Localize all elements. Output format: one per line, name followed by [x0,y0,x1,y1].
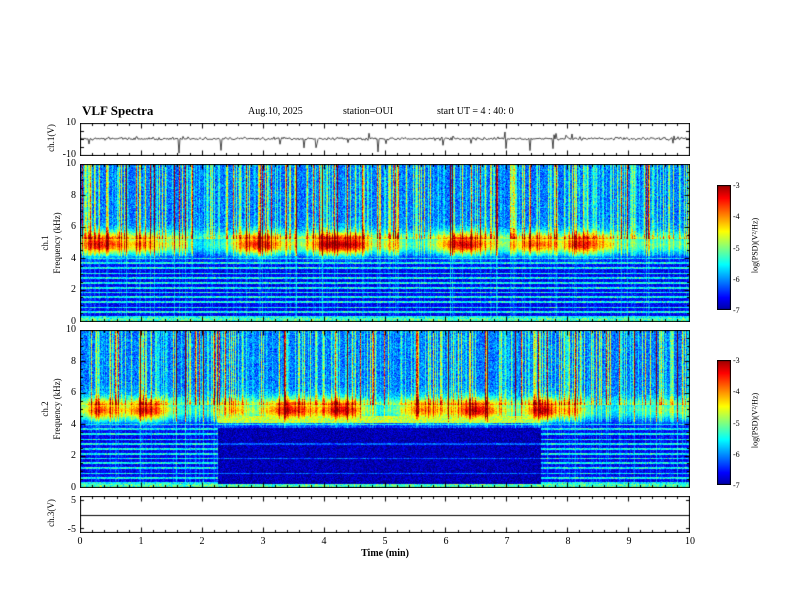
freq-tick-label: 2 [71,284,76,296]
ch3-waveform-canvas [80,496,690,533]
freq-tick-label: 4 [71,418,76,430]
freq-tick-label: 6 [71,221,76,233]
colorbar-tick-label: -4 [733,387,740,397]
x-tick-label: 3 [260,536,266,547]
x-tick-label: 10 [685,536,695,547]
x-tick-label: 6 [443,536,449,547]
voltage-tick-label: 5 [71,495,76,506]
ch1-spectrogram-canvas [80,164,690,322]
freq-tick-label: 0 [71,316,76,327]
x-tick-label: 8 [565,536,571,547]
colorbar-tick-label: -5 [733,418,740,428]
voltage-tick-label: -5 [67,524,76,535]
colorbar-tick-label: -6 [733,274,740,284]
freq-tick-label: 8 [71,189,76,201]
x-tick-label: 9 [626,536,632,547]
header-date: Aug.10, 2025 [248,106,303,117]
voltage-tick-label: 10 [66,117,76,128]
colorbar-2-canvas [717,360,731,485]
colorbar-1-canvas [717,185,731,310]
freq-tick-label: 4 [71,252,76,264]
x-tick-label: 1 [138,536,144,547]
ch2-spectrogram-canvas [80,330,690,488]
header-station: station=OUI [343,106,394,117]
freq-tick-label: 6 [71,387,76,399]
x-tick-label: 0 [77,536,83,547]
header-start-ut: start UT = 4 : 40: 0 [437,106,514,117]
colorbar-tick-label: -3 [733,356,740,365]
freq-tick-label: 10 [66,158,76,169]
x-tick-label: 5 [382,536,388,547]
x-tick-label: 7 [504,536,510,547]
voltage-tick-label: -10 [62,149,76,160]
figure-title: VLF Spectra [82,103,154,118]
time-axis-label: Time (min) [361,548,409,559]
colorbar-tick-label: -5 [733,243,740,253]
ch1-waveform-canvas [80,123,690,156]
freq-tick-label: 2 [71,450,76,462]
colorbar-tick-label: -6 [733,449,740,459]
freq-tick-label: 10 [66,324,76,335]
colorbar-tick-label: -7 [733,306,740,315]
colorbar-tick-label: -3 [733,181,740,190]
colorbar-tick-label: -7 [733,481,740,490]
x-tick-label: 4 [321,536,327,547]
freq-tick-label: 8 [71,355,76,367]
x-tick-label: 2 [199,536,205,547]
colorbar-tick-label: -4 [733,212,740,222]
freq-tick-label: 0 [71,482,76,493]
